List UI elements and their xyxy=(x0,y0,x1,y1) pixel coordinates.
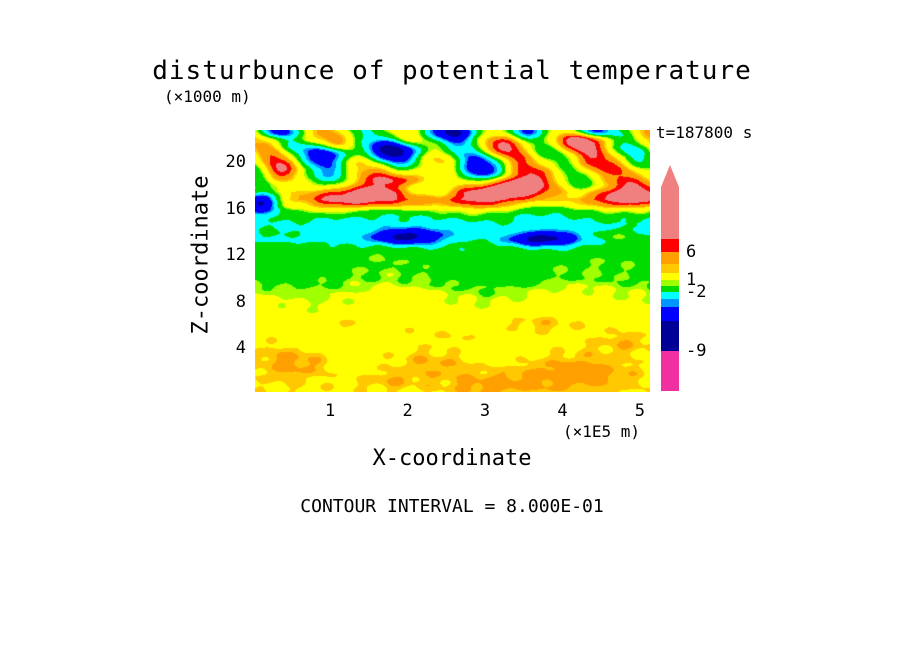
colorbar-tick-label: 1 xyxy=(686,270,697,290)
x-tick-label: 5 xyxy=(634,401,646,421)
y-tick-label: 16 xyxy=(225,198,246,219)
colorbar-tick-label: -2 xyxy=(686,282,707,302)
y-tick-label: 4 xyxy=(235,337,246,358)
colorbar-segment xyxy=(661,321,679,351)
colorbar: 6 1 -2 -9 xyxy=(661,187,706,391)
colorbar-tick-label: -9 xyxy=(686,341,707,361)
x-axis-title: X-coordinate xyxy=(372,446,532,471)
y-tick-label: 12 xyxy=(225,245,246,266)
colorbar-segment xyxy=(661,264,679,273)
colorbar-arrow-icon xyxy=(661,165,679,187)
y-axis-unit-label: (×1000 m) xyxy=(164,87,251,106)
x-tick-label: 2 xyxy=(402,401,413,421)
contour-interval-label: CONTOUR INTERVAL = 8.000E-01 xyxy=(300,496,604,517)
x-tick-label: 3 xyxy=(479,401,491,421)
colorbar-segment xyxy=(661,292,679,299)
y-tick-label: 20 xyxy=(225,152,246,173)
x-axis-unit-label: (×1E5 m) xyxy=(563,422,641,441)
colorbar-segment xyxy=(661,286,679,292)
x-tick-label: 1 xyxy=(325,401,336,421)
page-title: disturbunce of potential temperature xyxy=(152,56,752,86)
colorbar-segment xyxy=(661,239,679,252)
colorbar-segment xyxy=(661,273,679,280)
y-tick-label: 8 xyxy=(235,291,246,312)
colorbar-segment xyxy=(661,299,679,307)
colorbar-segment xyxy=(661,187,679,239)
time-label: t=187800 s xyxy=(656,123,753,142)
colorbar-segment xyxy=(661,351,679,391)
colorbar-segment xyxy=(661,307,679,321)
colorbar-segment xyxy=(661,280,679,286)
contour-plot xyxy=(255,130,650,392)
x-tick-label: 4 xyxy=(557,401,568,421)
colorbar-segment xyxy=(661,252,679,264)
colorbar-tick-label: 6 xyxy=(686,242,697,262)
